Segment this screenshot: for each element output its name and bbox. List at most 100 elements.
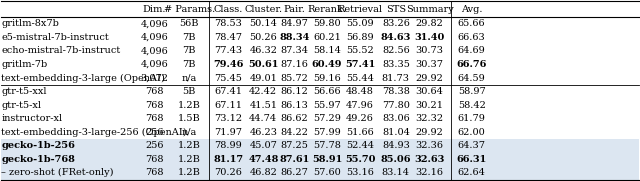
Text: 4,096: 4,096 [140,60,168,69]
Text: 58.14: 58.14 [313,47,341,55]
Text: 53.16: 53.16 [346,168,374,177]
Text: 51.66: 51.66 [346,128,374,137]
Text: n/a: n/a [182,128,197,137]
Text: 32.32: 32.32 [415,114,444,123]
Text: 60.49: 60.49 [312,60,342,69]
Text: 64.69: 64.69 [458,47,486,55]
Text: 56.89: 56.89 [346,33,374,42]
Text: 46.82: 46.82 [250,168,277,177]
Text: 768: 768 [145,87,164,96]
Text: 1.2B: 1.2B [178,141,201,150]
Text: 52.44: 52.44 [346,141,374,150]
Text: 81.04: 81.04 [382,128,410,137]
Text: 768: 768 [145,168,164,177]
Text: gecko-1b-768: gecko-1b-768 [1,155,76,164]
Text: 49.01: 49.01 [250,73,277,83]
Text: 30.73: 30.73 [415,47,444,55]
Text: Rerank.: Rerank. [308,5,346,14]
Text: 7B: 7B [182,33,196,42]
Text: 86.62: 86.62 [280,114,308,123]
Text: 61.79: 61.79 [458,114,486,123]
Text: 88.34: 88.34 [279,33,310,42]
Text: 4,096: 4,096 [140,19,168,28]
Text: 47.96: 47.96 [346,101,374,110]
Bar [1,153,639,166]
Text: 1.2B: 1.2B [178,101,201,110]
Text: 57.41: 57.41 [345,60,375,69]
Text: 46.32: 46.32 [250,47,277,55]
Text: 58.97: 58.97 [458,87,486,96]
Text: 78.53: 78.53 [214,19,242,28]
Text: 50.14: 50.14 [250,19,277,28]
Text: 57.60: 57.60 [313,168,341,177]
Text: 84.63: 84.63 [381,33,411,42]
Bar [1,139,639,153]
Text: text-embedding-3-large (OpenAI): text-embedding-3-large (OpenAI) [1,73,165,83]
Text: 30.21: 30.21 [415,101,444,110]
Text: 1.5B: 1.5B [178,114,201,123]
Text: 56.66: 56.66 [313,87,341,96]
Text: n/a: n/a [182,73,197,83]
Text: 32.36: 32.36 [415,141,444,150]
Text: Class.: Class. [214,5,243,14]
Text: # Params.: # Params. [164,5,215,14]
Text: Summary: Summary [406,5,454,14]
Text: 3,072: 3,072 [140,73,168,83]
Text: 57.99: 57.99 [313,128,341,137]
Text: 86.13: 86.13 [280,101,308,110]
Text: 64.59: 64.59 [458,73,486,83]
Text: 50.26: 50.26 [250,33,277,42]
Text: 81.73: 81.73 [382,73,410,83]
Text: 84.97: 84.97 [280,19,308,28]
Text: 4,096: 4,096 [140,33,168,42]
Text: 79.46: 79.46 [213,60,243,69]
Text: 32.63: 32.63 [415,155,445,164]
Text: 67.11: 67.11 [214,101,242,110]
Text: 55.44: 55.44 [346,73,374,83]
Text: 48.48: 48.48 [346,87,374,96]
Text: 87.61: 87.61 [280,155,310,164]
Text: 84.93: 84.93 [382,141,410,150]
Text: 87.25: 87.25 [280,141,308,150]
Text: gtr-t5-xxl: gtr-t5-xxl [1,87,47,96]
Text: 59.16: 59.16 [313,73,341,83]
Text: 62.64: 62.64 [458,168,486,177]
Text: 31.40: 31.40 [415,33,445,42]
Text: 82.56: 82.56 [382,47,410,55]
Text: gritlm-7b: gritlm-7b [1,60,47,69]
Text: 59.80: 59.80 [313,19,341,28]
Text: 29.92: 29.92 [415,128,444,137]
Text: 30.37: 30.37 [415,60,444,69]
Text: 66.31: 66.31 [456,155,487,164]
Text: 58.91: 58.91 [312,155,342,164]
Text: 87.16: 87.16 [280,60,308,69]
Text: 30.64: 30.64 [415,87,444,96]
Text: 256: 256 [145,141,164,150]
Text: 73.12: 73.12 [214,114,243,123]
Text: gtr-t5-xl: gtr-t5-xl [1,101,42,110]
Text: 60.21: 60.21 [313,33,341,42]
Text: 44.74: 44.74 [249,114,277,123]
Text: 65.66: 65.66 [458,19,486,28]
Text: 55.97: 55.97 [313,101,341,110]
Text: 86.12: 86.12 [280,87,308,96]
Bar [1,166,639,180]
Text: gritlm-8x7b: gritlm-8x7b [1,19,60,28]
Text: text-embedding-3-large-256 (OpenAI): text-embedding-3-large-256 (OpenAI) [1,128,187,137]
Text: 85.72: 85.72 [280,73,308,83]
Text: 7B: 7B [182,60,196,69]
Text: 47.48: 47.48 [248,155,278,164]
Text: 83.06: 83.06 [382,114,410,123]
Text: 45.07: 45.07 [250,141,277,150]
Text: 86.27: 86.27 [280,168,308,177]
Text: Avg.: Avg. [461,5,483,14]
Text: Retrieval: Retrieval [338,5,383,14]
Text: 64.37: 64.37 [458,141,486,150]
Text: 83.26: 83.26 [382,19,410,28]
Text: e5-mistral-7b-instruct: e5-mistral-7b-instruct [1,33,109,42]
Text: 1.2B: 1.2B [178,168,201,177]
Text: 71.97: 71.97 [214,128,242,137]
Text: 41.51: 41.51 [250,101,277,110]
Text: 7B: 7B [182,47,196,55]
Text: 81.17: 81.17 [213,155,243,164]
